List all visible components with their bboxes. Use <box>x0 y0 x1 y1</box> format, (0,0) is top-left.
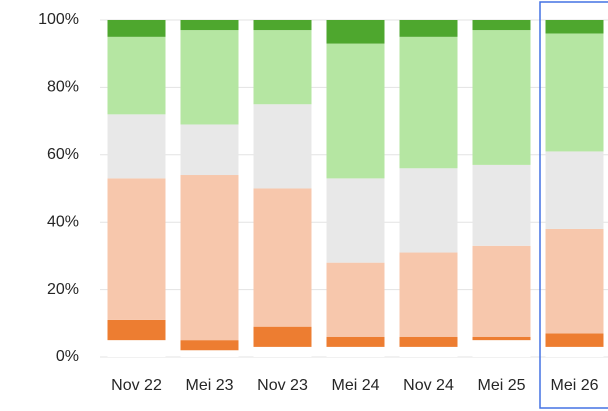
bar-segment <box>180 340 239 351</box>
bar-segment <box>472 245 531 337</box>
x-tick-label: Mei 25 <box>477 377 525 394</box>
bar-segment <box>180 350 239 357</box>
x-tick-label: Nov 24 <box>403 377 454 394</box>
y-tick-label: 40% <box>47 213 79 230</box>
bar-segment <box>107 20 166 37</box>
bar-segment <box>253 20 312 31</box>
bar-segment <box>107 36 166 115</box>
bar-segment <box>253 326 312 347</box>
x-tick-label: Nov 22 <box>111 377 162 394</box>
x-tick-label: Mei 26 <box>550 377 598 394</box>
bar-segment <box>472 30 531 165</box>
bar-segment <box>545 151 604 229</box>
bar-segment <box>326 43 385 179</box>
bar-segment <box>180 20 239 31</box>
y-tick-label: 80% <box>47 79 79 96</box>
y-tick-label: 100% <box>38 11 79 28</box>
bar-segment <box>326 178 385 263</box>
bar-segment <box>326 20 385 44</box>
bar-segment <box>472 20 531 31</box>
bar-segment <box>472 340 531 357</box>
bar-segment <box>545 346 604 357</box>
bar-segment <box>472 164 531 246</box>
bar-segment <box>253 30 312 105</box>
y-tick-label: 20% <box>47 281 79 298</box>
bar-segment <box>180 124 239 176</box>
x-tick-label: Mei 24 <box>331 377 379 394</box>
bar-segment <box>545 228 604 334</box>
bar-segment <box>399 36 458 169</box>
bar-segment <box>399 252 458 337</box>
bar-segment <box>399 336 458 347</box>
bar-segment <box>253 104 312 189</box>
bar-segment <box>107 114 166 179</box>
bar-segment <box>326 346 385 357</box>
bar-segment <box>326 336 385 347</box>
bar-segment <box>326 262 385 337</box>
bar-segment <box>472 336 531 341</box>
highlight-frame <box>539 1 608 409</box>
bar-segment <box>545 33 604 152</box>
x-tick-label: Nov 23 <box>257 377 308 394</box>
bar-segment <box>107 319 166 341</box>
bar-segment <box>545 333 604 347</box>
bar-segment <box>399 20 458 37</box>
x-tick-label: Mei 23 <box>185 377 233 394</box>
bar-segment <box>180 175 239 341</box>
bar-segment <box>107 178 166 320</box>
y-tick-label: 60% <box>47 146 79 163</box>
bar-segment <box>107 340 166 357</box>
bar-segment <box>253 346 312 357</box>
bar-segment <box>180 30 239 125</box>
bar-segment <box>253 188 312 327</box>
bar-segment <box>399 168 458 253</box>
bar-segment <box>545 20 604 34</box>
bar-segment <box>399 346 458 357</box>
y-tick-label: 0% <box>56 348 79 365</box>
